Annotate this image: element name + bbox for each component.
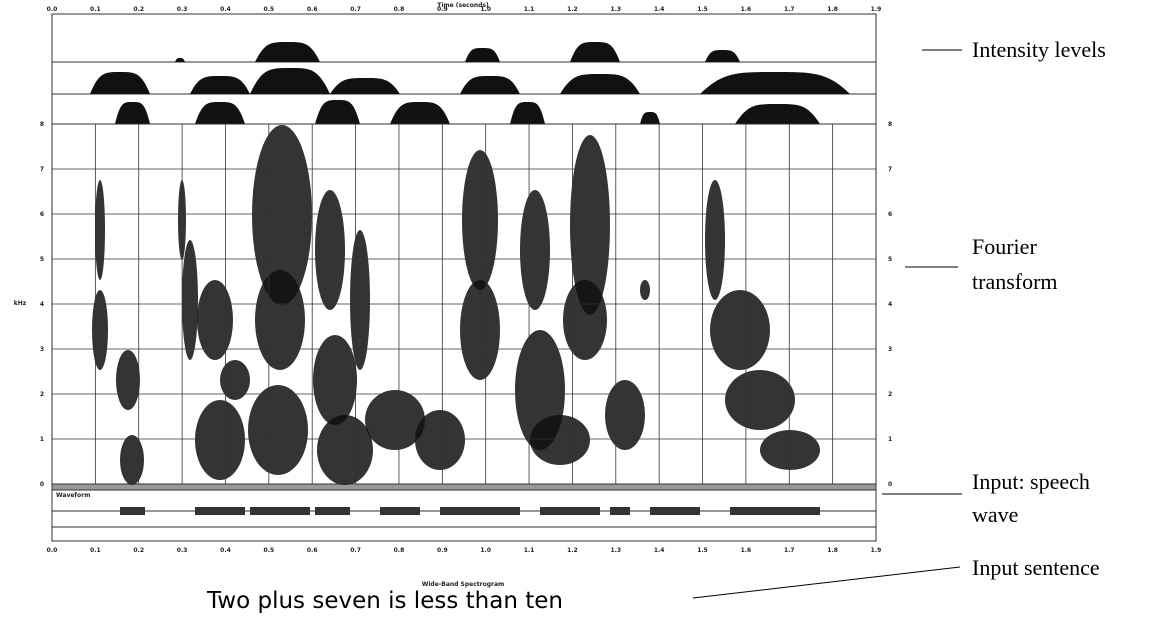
time-tick-label: 1.4 (654, 547, 665, 554)
waveform-divider (52, 484, 876, 490)
time-tick-label: 1.6 (741, 6, 752, 13)
time-tick-label: 0.6 (307, 547, 318, 554)
time-tick-label: 1.9 (871, 6, 882, 13)
time-tick-label: 0.5 (264, 547, 275, 554)
spectral-energy (415, 410, 465, 470)
spectral-energy (317, 415, 373, 485)
annotation: Fourier (972, 234, 1037, 259)
time-tick-label: 1.1 (524, 547, 535, 554)
time-tick-label: 1.1 (524, 6, 535, 13)
spectral-energy (530, 415, 590, 465)
frequency-tick-label: 2 (888, 391, 892, 398)
annotation: wave (972, 502, 1018, 527)
time-tick-label: 0.0 (47, 6, 58, 13)
spectral-energy (313, 335, 357, 425)
annotation: Input sentence (972, 555, 1100, 580)
annotation: Intensity levels (972, 37, 1106, 62)
annotation: Input: speech (972, 469, 1090, 494)
frequency-tick-label: 2 (40, 391, 44, 398)
frequency-tick-label: 4 (888, 301, 892, 308)
spectral-energy (563, 280, 607, 360)
time-tick-label: 0.3 (177, 6, 188, 13)
spectral-energy (460, 280, 500, 380)
spectral-energy (95, 180, 105, 280)
time-tick-label: 0.9 (437, 547, 448, 554)
time-tick-label: 1.8 (827, 547, 838, 554)
time-tick-label: 0.4 (220, 547, 231, 554)
spectral-energy (182, 240, 198, 360)
time-tick-label: 0.8 (394, 6, 405, 13)
time-tick-label: 1.4 (654, 6, 665, 13)
frequency-tick-label: 3 (40, 346, 44, 353)
figure: Time (seconds) kHz Waveform Wide-Band Sp… (0, 0, 1151, 619)
spectral-energy (195, 400, 245, 480)
time-tick-label: 0.0 (47, 547, 58, 554)
time-tick-label: 1.2 (567, 547, 578, 554)
frequency-tick-label: 0 (40, 481, 44, 488)
frequency-tick-label: 8 (40, 121, 44, 128)
frequency-tick-label: 8 (888, 121, 892, 128)
time-tick-label: 0.3 (177, 547, 188, 554)
spectral-energy (605, 380, 645, 450)
time-tick-label: 1.0 (480, 6, 491, 13)
time-tick-label: 0.6 (307, 6, 318, 13)
spectral-energy (725, 370, 795, 430)
frequency-tick-label: 4 (40, 301, 44, 308)
time-tick-label: 0.5 (264, 6, 275, 13)
spectral-energy (92, 290, 108, 370)
spectral-energy (315, 190, 345, 310)
time-tick-label: 0.1 (90, 6, 101, 13)
time-tick-label: 0.9 (437, 6, 448, 13)
time-tick-label: 1.6 (741, 547, 752, 554)
time-tick-label: 0.7 (350, 6, 361, 13)
time-tick-label: 1.5 (697, 6, 708, 13)
frequency-tick-label: 1 (40, 436, 44, 443)
time-tick-label: 0.1 (90, 547, 101, 554)
time-tick-label: 1.7 (784, 6, 795, 13)
frequency-tick-label: 3 (888, 346, 892, 353)
time-tick-label: 1.5 (697, 547, 708, 554)
frequency-tick-label: 6 (40, 211, 44, 218)
time-tick-label: 1.9 (871, 547, 882, 554)
time-tick-label: 0.8 (394, 547, 405, 554)
time-tick-label: 1.3 (610, 547, 621, 554)
frequency-tick-label: 7 (888, 166, 892, 173)
spectrogram-label: Wide-Band Spectrogram (422, 581, 505, 588)
frequency-tick-label: 0 (888, 481, 892, 488)
frequency-tick-label: 5 (888, 256, 892, 263)
spectral-energy (640, 280, 650, 300)
spectral-energy (710, 290, 770, 370)
frequency-tick-label: 7 (40, 166, 44, 173)
spectral-energy (462, 150, 498, 290)
spectral-energy (520, 190, 550, 310)
time-tick-label: 1.7 (784, 547, 795, 554)
spectral-energy (248, 385, 308, 475)
time-tick-label: 1.3 (610, 6, 621, 13)
time-tick-label: 0.7 (350, 547, 361, 554)
time-tick-label: 1.8 (827, 6, 838, 13)
time-tick-label: 1.2 (567, 6, 578, 13)
spectral-energy (197, 280, 233, 360)
frequency-label: kHz (14, 300, 27, 307)
annotation: transform (972, 269, 1058, 294)
waveform-label: Waveform (56, 492, 90, 499)
time-tick-label: 0.2 (133, 547, 144, 554)
input-sentence: Two plus seven is less than ten (206, 588, 563, 614)
frequency-tick-label: 6 (888, 211, 892, 218)
frequency-tick-label: 5 (40, 256, 44, 263)
frequency-tick-label: 1 (888, 436, 892, 443)
time-tick-label: 1.0 (480, 547, 491, 554)
spectral-energy (255, 270, 305, 370)
spectral-energy (760, 430, 820, 470)
time-tick-label: 0.2 (133, 6, 144, 13)
spectral-energy (116, 350, 140, 410)
time-tick-label: 0.4 (220, 6, 231, 13)
spectral-energy (705, 180, 725, 300)
spectral-energy (120, 435, 144, 485)
